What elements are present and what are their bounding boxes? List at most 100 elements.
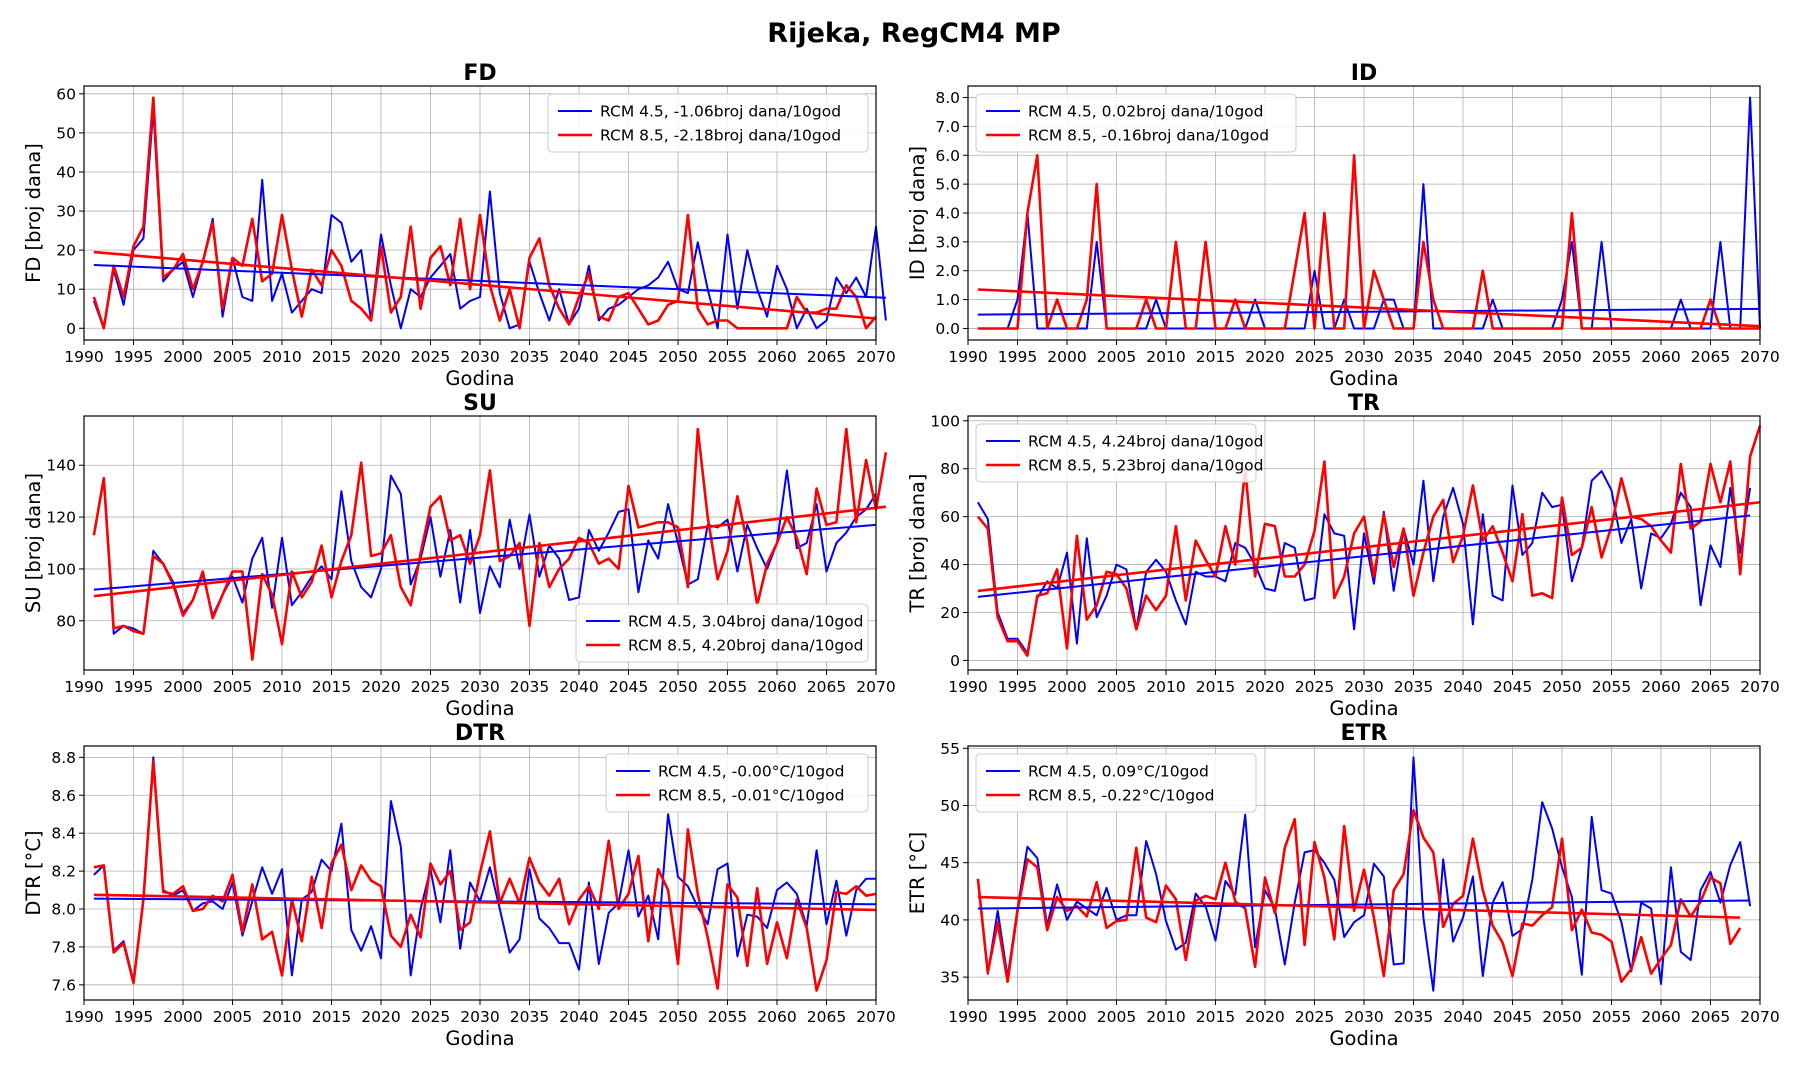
x-tick-label: 2035 bbox=[510, 348, 549, 366]
x-tick-label: 2050 bbox=[658, 348, 697, 366]
x-tick-label: 2065 bbox=[807, 678, 846, 696]
chart-id: 1990 1995 2000 2005 2010 2015 2020 2025 2030 2035… bbox=[906, 61, 1780, 390]
x-tick-label: 2000 bbox=[1047, 1008, 1086, 1026]
x-tick-label: 2025 bbox=[411, 678, 450, 696]
x-tick-label: 2035 bbox=[1394, 678, 1433, 696]
y-axis-label: ID [broj dana] bbox=[906, 146, 929, 280]
legend-box bbox=[975, 423, 1257, 483]
plot-frame bbox=[83, 745, 877, 1001]
legend: RCM 4.5, -1.06broj dana/10god RCM 8.5, -2… bbox=[547, 93, 869, 153]
legend: RCM 4.5, 3.04broj dana/10god RCM 8.5, 4.2… bbox=[575, 603, 869, 663]
x-tick-label: 2050 bbox=[658, 678, 697, 696]
x-tick-label: 2070 bbox=[856, 348, 895, 366]
x-tick-label: 2065 bbox=[807, 1008, 846, 1026]
chart-tr: 1990 1995 2000 2005 2010 2015 2020 2025 2030 2035… bbox=[906, 391, 1780, 720]
trend-line bbox=[977, 514, 1751, 598]
y-tick-label: 50 bbox=[940, 797, 960, 815]
y-tick-label: 20 bbox=[940, 604, 960, 622]
y-tick-label: 55 bbox=[940, 740, 960, 758]
chart-etr: 1990 1995 2000 2005 2010 2015 2020 2025 2030 2035… bbox=[906, 721, 1780, 1050]
chart-title: TR bbox=[1348, 391, 1380, 416]
y-tick-label: 45 bbox=[940, 854, 960, 872]
x-tick-label: 2005 bbox=[1097, 1008, 1136, 1026]
y-tick-label: 1.0 bbox=[935, 291, 960, 309]
x-tick-label: 2035 bbox=[510, 678, 549, 696]
y-tick-label: 8.0 bbox=[51, 901, 76, 919]
y-tick-label: 30 bbox=[56, 203, 76, 221]
series-line bbox=[976, 808, 1742, 984]
x-tick-label: 2020 bbox=[1245, 1008, 1284, 1026]
legend-box bbox=[547, 93, 869, 153]
x-tick-label: 2060 bbox=[1641, 678, 1680, 696]
x-tick-label: 2020 bbox=[361, 348, 400, 366]
x-axis-label: Godina bbox=[1329, 697, 1398, 720]
x-axis-label: Godina bbox=[445, 367, 514, 390]
x-tick-label: 2045 bbox=[1493, 1008, 1532, 1026]
x-tick-label: 2010 bbox=[1146, 348, 1185, 366]
x-tick-label: 2025 bbox=[1295, 678, 1334, 696]
x-tick-label: 1995 bbox=[114, 678, 153, 696]
trend-line bbox=[93, 893, 877, 912]
trend-line bbox=[93, 505, 887, 598]
x-tick-label: 2065 bbox=[1691, 348, 1730, 366]
x-tick-label: 2070 bbox=[856, 1008, 895, 1026]
x-tick-label: 2025 bbox=[1295, 348, 1334, 366]
figure-title: Rijeka, RegCM4 MP bbox=[767, 18, 1060, 49]
x-tick-label: 2040 bbox=[559, 348, 598, 366]
x-tick-label: 2070 bbox=[856, 678, 895, 696]
y-tick-label: 4.0 bbox=[935, 205, 960, 223]
y-tick-label: 3.0 bbox=[935, 233, 960, 251]
y-axis-label: DTR [°C] bbox=[22, 830, 45, 915]
x-tick-label: 2015 bbox=[1196, 678, 1235, 696]
y-tick-label: 20 bbox=[56, 242, 76, 260]
trend-line bbox=[977, 899, 1751, 910]
y-tick-label: 0 bbox=[66, 320, 76, 338]
chart-title: FD bbox=[463, 61, 496, 86]
x-tick-label: 1995 bbox=[998, 678, 1037, 696]
y-tick-label: 140 bbox=[46, 457, 76, 475]
x-tick-label: 2005 bbox=[213, 678, 252, 696]
x-axis-label: Godina bbox=[1329, 1027, 1398, 1050]
y-tick-label: 100 bbox=[46, 560, 76, 578]
x-tick-label: 2005 bbox=[1097, 678, 1136, 696]
y-tick-label: 8.4 bbox=[51, 825, 76, 843]
x-tick-label: 2040 bbox=[1443, 348, 1482, 366]
x-tick-label: 2000 bbox=[1047, 678, 1086, 696]
x-tick-label: 2050 bbox=[1542, 1008, 1581, 1026]
y-axis-label: TR [broj dana] bbox=[906, 473, 929, 613]
legend: RCM 4.5, 4.24broj dana/10god RCM 8.5, 5.2… bbox=[975, 423, 1264, 483]
x-tick-label: 2035 bbox=[1394, 348, 1433, 366]
y-axis-label: FD [broj dana] bbox=[22, 143, 45, 283]
x-tick-label: 2020 bbox=[1245, 678, 1284, 696]
y-tick-label: 120 bbox=[46, 509, 76, 527]
x-tick-label: 2040 bbox=[559, 1008, 598, 1026]
x-tick-label: 2000 bbox=[1047, 348, 1086, 366]
x-tick-label: 2030 bbox=[460, 1008, 499, 1026]
x-tick-label: 2060 bbox=[757, 348, 796, 366]
y-tick-label: 50 bbox=[56, 124, 76, 142]
x-tick-label: 2045 bbox=[609, 348, 648, 366]
chart-su: 1990 1995 2000 2005 2010 2015 2020 2025 2030 2035… bbox=[22, 391, 896, 720]
chart-dtr: 1990 1995 2000 2005 2010 2015 2020 2025 2030 2035… bbox=[22, 721, 896, 1050]
x-tick-label: 2050 bbox=[1542, 348, 1581, 366]
series-line bbox=[93, 756, 876, 982]
x-tick-label: 2020 bbox=[361, 1008, 400, 1026]
y-tick-label: 7.0 bbox=[935, 118, 960, 136]
plot-frame bbox=[967, 415, 1761, 671]
y-tick-label: 8.6 bbox=[51, 787, 76, 805]
x-tick-label: 2055 bbox=[1592, 1008, 1631, 1026]
x-tick-label: 2020 bbox=[361, 678, 400, 696]
legend-box bbox=[605, 753, 869, 813]
y-tick-label: 8.8 bbox=[51, 749, 76, 767]
legend-entry: RCM 8.5, -2.18broj dana/10god bbox=[600, 127, 841, 145]
y-tick-label: 60 bbox=[940, 508, 960, 526]
legend-entry: RCM 8.5, 5.23broj dana/10god bbox=[1028, 457, 1264, 475]
x-tick-label: 2050 bbox=[658, 1008, 697, 1026]
x-tick-label: 2000 bbox=[163, 678, 202, 696]
x-tick-label: 2040 bbox=[1443, 1008, 1482, 1026]
y-tick-label: 8.0 bbox=[935, 89, 960, 107]
x-tick-label: 2070 bbox=[1740, 348, 1779, 366]
y-tick-label: 60 bbox=[56, 85, 76, 103]
x-tick-label: 2000 bbox=[163, 1008, 202, 1026]
chart-title: SU bbox=[463, 391, 497, 416]
